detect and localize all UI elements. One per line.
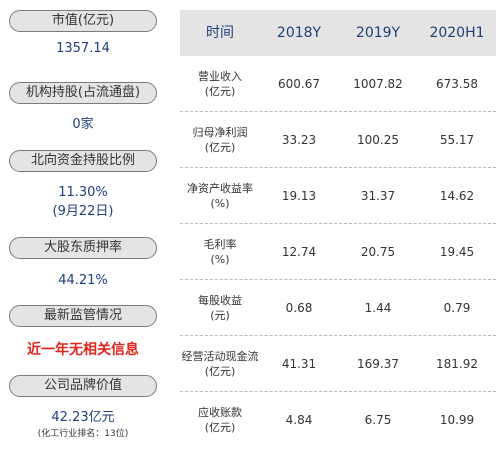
regulation-label: 最新监管情况 <box>9 305 157 327</box>
table-row: 每股收益 (元) 0.68 1.44 0.79 <box>180 280 496 336</box>
row-label: 应收账款 (亿元) <box>180 392 260 448</box>
header-2020h1: 2020H1 <box>429 25 485 41</box>
northbound-ratio-value: 11.30% <box>58 185 108 200</box>
row-label-main: 毛利率 <box>203 238 237 251</box>
table-cell: 169.37 <box>357 357 399 371</box>
table-cell: 19.13 <box>281 189 317 203</box>
table-cell: 10.99 <box>439 413 475 427</box>
table-row: 毛利率 (%) 12.74 20.75 19.45 <box>180 224 496 280</box>
row-label: 经营活动现金流 (亿元) <box>180 336 260 392</box>
northbound-ratio-date: (9月22日) <box>52 204 114 219</box>
header-time: 时间 <box>206 25 234 41</box>
table-cell: 19.45 <box>439 245 475 259</box>
pledge-rate-value: 44.21% <box>58 273 108 288</box>
header-2018y: 2018Y <box>276 25 322 41</box>
row-divider <box>180 391 496 392</box>
institutional-holding-label: 机构持股(占流通盘) <box>9 82 157 104</box>
regulation-value: 近一年无相关信息 <box>27 342 139 358</box>
table-cell: 600.67 <box>278 77 320 91</box>
row-label: 营业收入 (亿元) <box>180 56 260 112</box>
row-label-main: 经营活动现金流 <box>181 350 259 363</box>
row-label: 每股收益 (元) <box>180 280 260 336</box>
header-2019y: 2019Y <box>355 25 401 41</box>
table-cell: 100.25 <box>357 133 399 147</box>
table-cell: 33.23 <box>281 133 317 147</box>
row-label-main: 净资产收益率 <box>187 182 253 195</box>
table-row: 营业收入 (亿元) 600.67 1007.82 673.58 <box>180 56 496 112</box>
row-label-main: 应收账款 <box>198 406 242 419</box>
brand-value-label: 公司品牌价值 <box>9 375 157 397</box>
row-label-unit: (亿元) <box>204 141 236 154</box>
row-label: 净资产收益率 (%) <box>180 168 260 224</box>
row-label-unit: (元) <box>210 309 230 322</box>
table-row: 经营活动现金流 (亿元) 41.31 169.37 181.92 <box>180 336 496 392</box>
row-divider <box>180 279 496 280</box>
pledge-rate-label: 大股东质押率 <box>9 237 157 259</box>
market-cap-label: 市值(亿元) <box>9 10 157 32</box>
table-row: 净资产收益率 (%) 19.13 31.37 14.62 <box>180 168 496 224</box>
row-label: 毛利率 (%) <box>180 224 260 280</box>
table-header: 时间 2018Y 2019Y 2020H1 <box>180 10 496 56</box>
row-label-main: 每股收益 <box>198 294 242 307</box>
table-cell: 14.62 <box>439 189 475 203</box>
table-cell: 1.44 <box>364 301 392 315</box>
row-label-main: 营业收入 <box>198 70 242 83</box>
row-label-unit: (亿元) <box>204 365 236 378</box>
row-divider <box>180 167 496 168</box>
row-label-unit: (%) <box>210 253 230 266</box>
table-cell: 12.74 <box>281 245 317 259</box>
table-cell: 20.75 <box>360 245 396 259</box>
table-cell: 181.92 <box>436 357 478 371</box>
table-cell: 31.37 <box>360 189 396 203</box>
table-row: 归母净利润 (亿元) 33.23 100.25 55.17 <box>180 112 496 168</box>
row-label-unit: (%) <box>210 197 230 210</box>
row-label-unit: (亿元) <box>204 85 236 98</box>
table-cell: 55.17 <box>439 133 475 147</box>
brand-rank: (化工行业排名：13位) <box>37 429 129 439</box>
brand-value: 42.23亿元 <box>51 410 115 425</box>
row-divider <box>180 223 496 224</box>
row-label: 归母净利润 (亿元) <box>180 112 260 168</box>
institutional-holding-value: 0家 <box>72 117 94 132</box>
table-cell: 0.68 <box>285 301 313 315</box>
table-cell: 673.58 <box>436 77 478 91</box>
row-label-unit: (亿元) <box>204 421 236 434</box>
table-row: 应收账款 (亿元) 4.84 6.75 10.99 <box>180 392 496 448</box>
table-cell: 41.31 <box>281 357 317 371</box>
left-panel: 市值(亿元) 1357.14 机构持股(占流通盘) 0家 北向资金持股比例 11… <box>0 0 166 452</box>
row-divider <box>180 111 496 112</box>
row-label-main: 归母净利润 <box>192 126 248 139</box>
table-cell: 1007.82 <box>353 77 403 91</box>
table-cell: 4.84 <box>285 413 313 427</box>
northbound-ratio-label: 北向资金持股比例 <box>9 150 157 172</box>
table-cell: 6.75 <box>364 413 392 427</box>
row-divider <box>180 335 496 336</box>
table-cell: 0.79 <box>443 301 471 315</box>
market-cap-value: 1357.14 <box>56 41 110 56</box>
